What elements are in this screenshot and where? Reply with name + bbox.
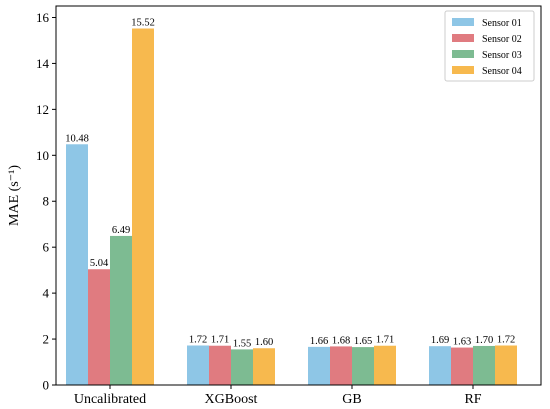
data-label: 1.65 xyxy=(354,336,372,347)
legend-entry: Sensor 02 xyxy=(482,34,522,45)
bar xyxy=(374,345,396,385)
bar xyxy=(231,349,253,385)
bars-layer xyxy=(66,28,517,385)
legend: Sensor 01 Sensor 02 Sensor 03 Sensor 04 xyxy=(444,10,535,82)
bar xyxy=(330,346,352,385)
y-axis: 0 2 4 6 8 10 12 14 16 xyxy=(36,10,56,393)
legend-box xyxy=(444,10,535,82)
bar xyxy=(253,348,275,385)
data-label: 1.71 xyxy=(376,335,394,346)
legend-swatch xyxy=(452,66,474,74)
data-label: 1.71 xyxy=(211,335,229,346)
bar xyxy=(110,235,132,385)
data-label: 1.63 xyxy=(453,337,471,348)
x-axis: Uncalibrated XGBoost GB RF xyxy=(74,385,482,407)
data-label: 5.04 xyxy=(90,258,109,269)
y-tick-label: 4 xyxy=(43,286,50,301)
bar xyxy=(66,144,88,385)
data-label: 1.72 xyxy=(189,334,207,345)
bar xyxy=(132,28,154,385)
legend-swatch xyxy=(452,18,474,26)
y-tick-label: 8 xyxy=(43,194,50,209)
data-label: 1.72 xyxy=(497,334,515,345)
legend-swatch xyxy=(452,34,474,42)
bar xyxy=(209,345,231,385)
data-label: 1.70 xyxy=(475,335,493,346)
bar xyxy=(187,345,209,385)
bar xyxy=(352,347,374,385)
bar xyxy=(88,269,110,385)
y-axis-label: MAE (s⁻¹) xyxy=(7,165,22,226)
x-tick-label: GB xyxy=(342,392,361,407)
bar xyxy=(429,346,451,385)
legend-entry: Sensor 01 xyxy=(482,18,522,29)
data-label: 1.60 xyxy=(255,337,273,348)
data-label: 1.68 xyxy=(332,335,350,346)
y-tick-label: 2 xyxy=(43,332,50,347)
data-labels-layer: 10.48 5.04 6.49 15.52 1.72 1.71 1.55 1.60 1.66 1.… xyxy=(65,18,515,350)
data-label: 15.52 xyxy=(131,18,155,29)
data-label: 1.55 xyxy=(233,338,251,349)
data-label: 1.66 xyxy=(310,336,328,347)
x-tick-label: RF xyxy=(464,392,481,407)
bar xyxy=(473,345,495,385)
data-label: 1.69 xyxy=(431,335,449,346)
data-label: 10.48 xyxy=(65,133,89,144)
legend-entry: Sensor 04 xyxy=(482,66,522,77)
bar xyxy=(308,346,330,385)
legend-entry: Sensor 03 xyxy=(482,50,522,61)
bar xyxy=(451,347,473,385)
bar xyxy=(495,345,517,385)
x-tick-label: Uncalibrated xyxy=(74,392,146,407)
data-label: 6.49 xyxy=(112,225,130,236)
y-tick-label: 10 xyxy=(36,148,49,163)
y-tick-label: 14 xyxy=(36,56,50,71)
legend-swatch xyxy=(452,50,474,58)
plot-frame xyxy=(55,5,542,386)
x-tick-label: XGBoost xyxy=(205,392,258,407)
y-tick-label: 0 xyxy=(43,378,50,393)
y-tick-label: 6 xyxy=(43,240,50,255)
y-tick-label: 16 xyxy=(36,10,50,25)
y-tick-label: 12 xyxy=(36,102,49,117)
